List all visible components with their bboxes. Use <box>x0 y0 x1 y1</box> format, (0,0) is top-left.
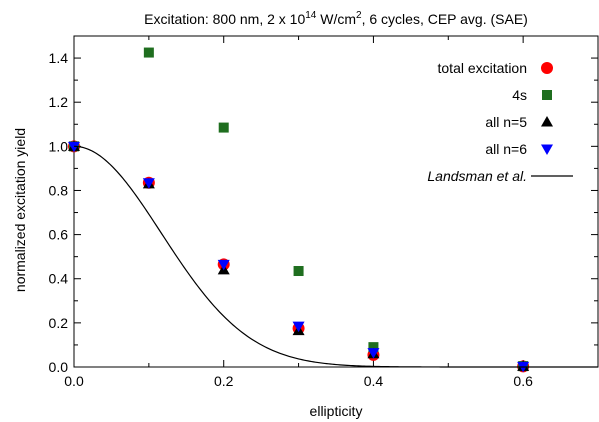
data-point <box>292 321 305 333</box>
y-tick-label: 0.0 <box>49 359 69 375</box>
y-axis-ticks: 0.0 0.2 0.4 0.6 0.8 1.0 1.2 1.4 <box>49 35 598 375</box>
data-point <box>142 178 155 189</box>
y-tick-label: 1.0 <box>49 138 69 154</box>
y-tick-label: 0.8 <box>49 182 69 198</box>
legend-marker <box>541 116 553 127</box>
x-tick-label: 0.0 <box>64 373 84 389</box>
plot-frame <box>73 35 599 368</box>
legend-marker <box>542 90 552 100</box>
plot-area <box>73 35 599 368</box>
chart-title: Excitation: 800 nm, 2 x 1014 W/cm2, 6 cy… <box>144 10 528 27</box>
title-part-pre: Excitation: 800 nm, 2 x 10 <box>144 11 305 27</box>
title-exponent: 14 <box>305 10 317 21</box>
x-tick-label: 0.4 <box>364 373 384 389</box>
model-curve <box>73 145 598 368</box>
legend-label: Landsman et al. <box>427 168 527 184</box>
y-tick-label: 0.6 <box>49 227 69 243</box>
data-point <box>367 348 380 359</box>
x-tick-label: 0.6 <box>513 373 533 389</box>
title-part-mid: W/cm <box>316 11 356 27</box>
title-unit-exponent: 2 <box>356 10 362 21</box>
title-part-post: , 6 cycles, CEP avg. (SAE) <box>362 11 528 27</box>
x-axis-title: ellipticity <box>310 403 363 419</box>
y-axis-title: normalized excitation yield <box>12 128 28 292</box>
data-point <box>143 47 154 58</box>
y-tick-label: 0.2 <box>49 315 69 331</box>
legend-marker <box>541 62 553 74</box>
legend-label: all n=5 <box>485 114 527 130</box>
data-point <box>217 259 230 271</box>
data-point <box>293 266 304 277</box>
y-tick-label: 1.4 <box>49 50 69 66</box>
data-point <box>68 141 80 153</box>
x-tick-label: 0.2 <box>214 373 234 389</box>
legend-label: total excitation <box>438 60 528 76</box>
legend: total excitation 4s all n=5 all n=6 Landsman… <box>427 60 573 184</box>
x-axis-ticks: 0.0 0.2 0.4 0.6 <box>64 36 533 389</box>
data-point <box>218 122 229 133</box>
series-layer <box>68 47 598 373</box>
legend-label: 4s <box>512 87 527 103</box>
series-landsman-et-al <box>73 145 598 368</box>
legend-label: all n=6 <box>485 141 527 157</box>
data-point <box>368 342 379 353</box>
y-tick-label: 1.2 <box>49 94 69 110</box>
legend-marker <box>541 144 553 155</box>
y-tick-label: 0.4 <box>49 271 69 287</box>
